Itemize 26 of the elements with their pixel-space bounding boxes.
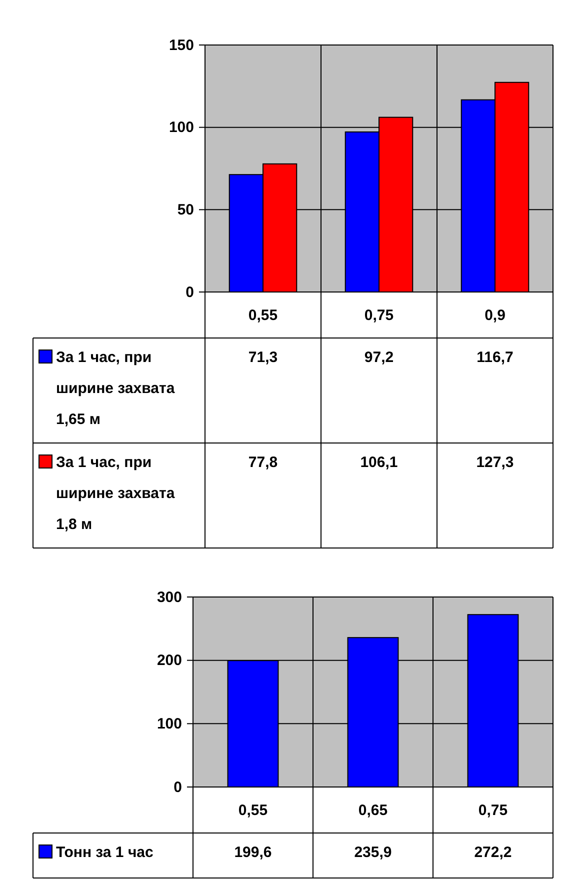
y-tick-label: 150 <box>168 36 194 54</box>
y-tick-label: 300 <box>156 588 182 606</box>
x-tick-label: 0,65 <box>358 802 388 819</box>
data-label: 235,9 <box>354 844 392 861</box>
legend-label: За 1 час, при ширине захвата 1,65 м <box>56 349 176 428</box>
x-tick-label: 0,9 <box>484 307 506 324</box>
data-label: 71,3 <box>248 349 278 366</box>
data-label: 272,2 <box>474 844 512 861</box>
y-tick-label: 100 <box>168 119 194 136</box>
data-label: 116,7 <box>476 349 514 366</box>
x-tick-label: 0,55 <box>248 307 278 324</box>
data-label: 127,3 <box>476 454 514 471</box>
y-tick-label: 100 <box>156 715 182 732</box>
y-tick-label: 50 <box>177 201 194 218</box>
x-tick-label: 0,75 <box>364 307 394 324</box>
x-tick-label: 0,55 <box>238 802 268 819</box>
data-label: 77,8 <box>248 454 278 471</box>
legend-label: За 1 час, при ширине захвата 1,8 м <box>56 454 176 533</box>
y-tick-label: 0 <box>186 284 194 301</box>
y-tick-label: 0 <box>174 778 182 796</box>
data-label: 199,6 <box>234 844 272 861</box>
data-label: 106,1 <box>360 454 398 471</box>
legend-label: Тонн за 1 час <box>56 844 154 861</box>
x-tick-label: 0,75 <box>478 802 508 819</box>
y-tick-label: 200 <box>156 652 182 670</box>
data-label: 97,2 <box>364 349 394 366</box>
